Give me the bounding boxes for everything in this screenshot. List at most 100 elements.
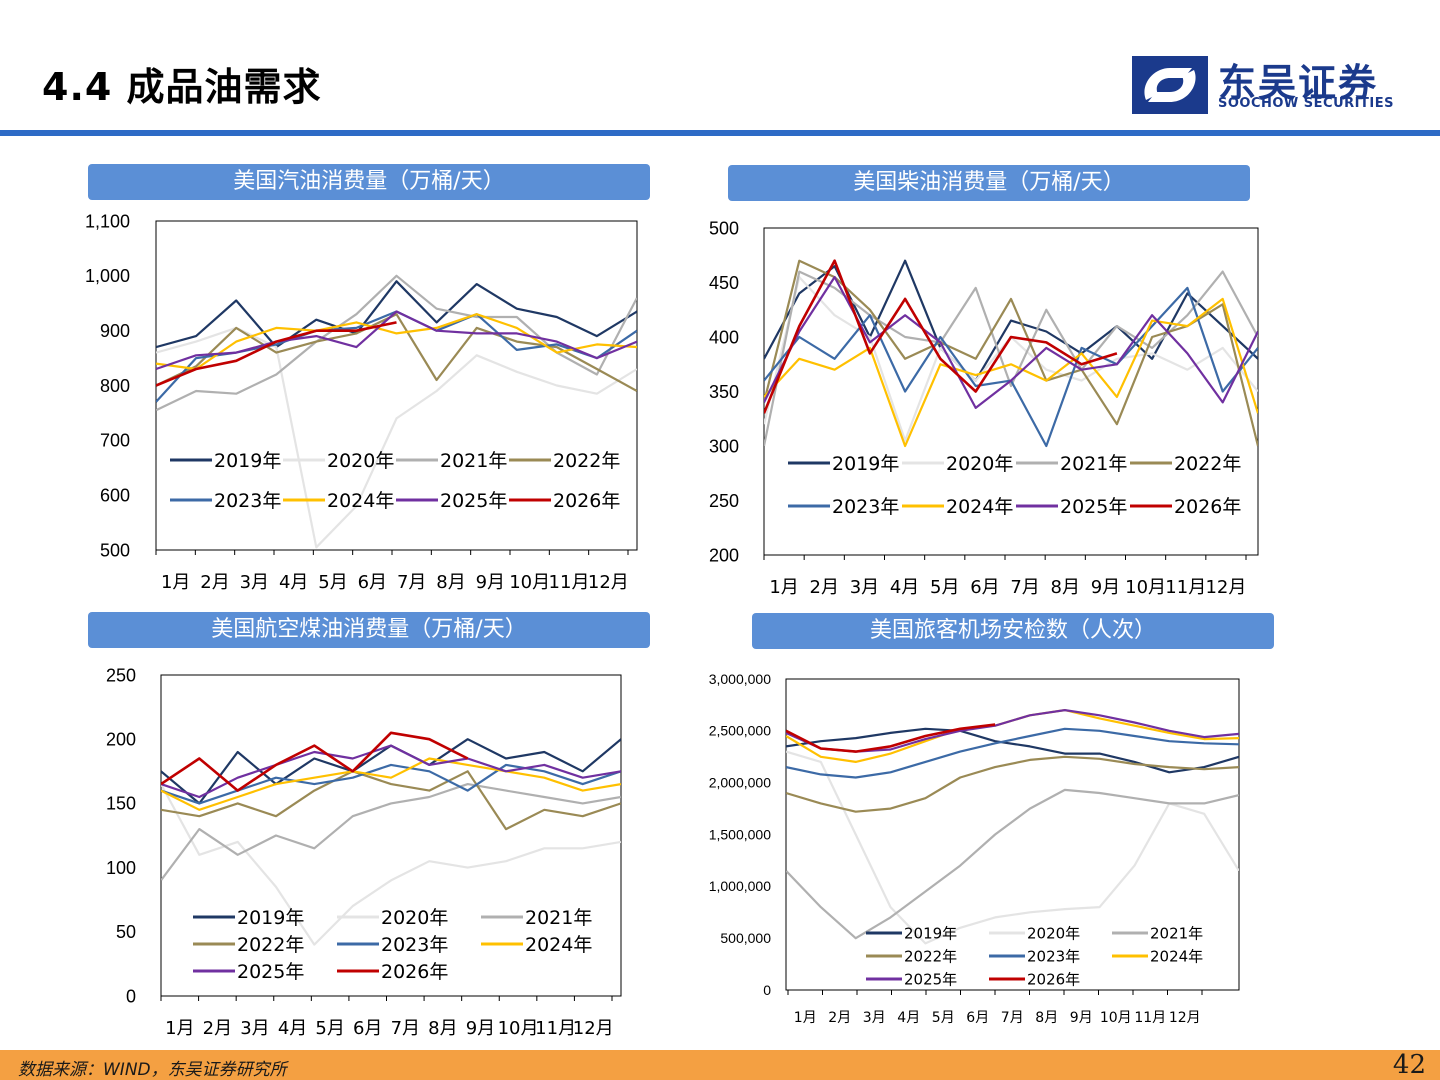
gasoline-x-tick-label: 6月 [358,572,387,593]
jet-fuel-x-tick-label: 6月 [353,1018,382,1039]
diesel-x-tick-label: 1月 [769,577,798,598]
gasoline-legend-label: 2024年 [327,490,394,512]
gasoline-series-2022年 [156,313,637,392]
airport-screening-chart: 3,000,000 2,500,000 2,000,000 1,500,000 1,00… [709,671,1240,1026]
diesel-series-2026年 [764,259,1118,414]
airport-screening-series-2020年 [786,750,1239,945]
jet-fuel-legend-label: 2023年 [381,934,448,956]
gasoline-legend-label: 2021年 [440,450,507,472]
page-title: 4.4 成品油需求 [42,65,322,109]
jet-fuel-x-tick-label: 3月 [240,1018,269,1039]
gasoline-chart-title: 美国汽油消费量（万桶/天） [88,164,650,200]
airport-screening-x-tick-label: 11月 [1134,1010,1166,1026]
jet-fuel-legend-label: 2021年 [525,907,592,929]
jet-fuel-x-tick-label: 4月 [278,1018,307,1039]
jet-fuel-y-tick-label: 250 [106,665,136,685]
gasoline-series-2024年 [156,313,637,371]
jet-fuel-series-2026年 [161,731,469,792]
airport-screening-x-tick-label: 6月 [966,1010,989,1026]
jet-fuel-legend-label: 2019年 [237,907,304,929]
logo-mark-icon [1132,56,1208,114]
diesel-legend-label: 2023年 [832,496,899,518]
jet-fuel-y-tick-label: 0 [126,986,136,1006]
airport-screening-legend-label: 2023年 [1027,947,1080,965]
airport-screening-series-2019年 [786,727,1239,774]
airport-screening-y-tick-label: 500,000 [720,930,771,946]
gasoline-x-tick-label: 2月 [200,572,229,593]
airport-screening-y-tick-label: 2,000,000 [709,775,771,791]
jet-fuel-x-tick-label: 9月 [466,1018,495,1039]
diesel-legend-label: 2020年 [946,453,1013,475]
diesel-y-tick-label: 350 [709,382,739,402]
airport-screening-x-tick-label: 5月 [932,1010,955,1026]
gasoline-legend-label: 2023年 [214,490,281,512]
diesel-y-tick-label: 200 [709,545,739,565]
gasoline-x-tick-label: 8月 [436,572,465,593]
company-logo: 东吴证券 SOOCHOW SECURITIES [1132,56,1404,116]
diesel-x-tick-label: 10月 [1125,577,1166,598]
jet-fuel-y-tick-label: 100 [106,858,136,878]
diesel-legend-label: 2025年 [1060,496,1127,518]
jet-fuel-legend-label: 2020年 [381,907,448,929]
gasoline-series-2025年 [156,310,637,371]
airport-screening-legend-label: 2022年 [904,947,957,965]
diesel-x-tick-label: 12月 [1205,577,1246,598]
diesel-legend-label: 2022年 [1174,453,1241,475]
diesel-y-tick-label: 500 [709,218,739,238]
jet-fuel-series-2022年 [161,770,621,831]
gasoline-x-tick-label: 1月 [161,572,190,593]
airport-screening-y-tick-label: 1,500,000 [709,826,771,842]
gasoline-chart: 1,100 1,000 900 800 700 600 500 1月 2月 3月 4月 5月 6月 7月 8… [85,211,638,593]
airport-screening-chart-title: 美国旅客机场安检数（人次） [752,613,1274,649]
jet-fuel-legend-label: 2022年 [237,934,304,956]
diesel-x-tick-label: 6月 [970,577,999,598]
airport-screening-series-2026年 [786,723,996,753]
diesel-x-tick-label: 9月 [1091,577,1120,598]
gasoline-x-tick-label: 11月 [549,572,590,593]
gasoline-x-tick-label: 7月 [397,572,426,593]
jet-fuel-y-tick-label: 200 [106,730,136,750]
airport-screening-legend-label: 2020年 [1027,924,1080,942]
gasoline-legend-label: 2025年 [440,490,507,512]
data-source-note: 数据来源：WIND，东吴证券研究所 [18,1060,287,1080]
gasoline-legend-label: 2020年 [327,450,394,472]
jet-fuel-series-2024年 [161,757,621,811]
logo-name-cn: 东吴证券 [1218,61,1379,105]
airport-screening-y-tick-label: 2,500,000 [709,723,771,739]
gasoline-series-2019年 [156,280,637,349]
airport-screening-x-tick-label: 9月 [1070,1010,1093,1026]
header-divider [0,130,1440,136]
gasoline-series-2026年 [156,321,397,387]
gasoline-x-tick-label: 3月 [240,572,269,593]
jet-fuel-y-tick-label: 150 [106,794,136,814]
gasoline-y-tick-label: 700 [100,431,130,451]
jet-fuel-y-tick-label: 50 [116,922,136,942]
airport-screening-legend-label: 2019年 [904,924,957,942]
airport-screening-series-2022年 [786,755,1239,813]
gasoline-y-tick-label: 600 [100,485,130,505]
airport-screening-x-tick-label: 10月 [1100,1010,1132,1026]
gasoline-legend-label: 2019年 [214,450,281,472]
diesel-x-tick-label: 11月 [1165,577,1206,598]
gasoline-y-tick-label: 1,100 [85,211,130,231]
gasoline-x-tick-label: 12月 [588,572,629,593]
gasoline-y-tick-label: 800 [100,376,130,396]
diesel-y-tick-label: 250 [709,491,739,511]
jet-fuel-x-tick-label: 12月 [573,1018,614,1039]
jet-fuel-chart-title: 美国航空煤油消费量（万桶/天） [88,612,650,648]
diesel-y-tick-label: 400 [709,327,739,347]
diesel-chart-title: 美国柴油消费量（万桶/天） [728,165,1250,201]
airport-screening-x-tick-label: 2月 [828,1010,851,1026]
jet-fuel-x-tick-label: 2月 [203,1018,232,1039]
diesel-legend-label: 2024年 [946,496,1013,518]
diesel-x-tick-label: 5月 [930,577,959,598]
diesel-x-tick-label: 4月 [890,577,919,598]
jet-fuel-plot-area [160,674,622,997]
page-number: 42 [1392,1050,1426,1080]
gasoline-y-tick-label: 900 [100,321,130,341]
gasoline-legend-label: 2026年 [553,490,620,512]
diesel-series-2024年 [764,297,1258,448]
diesel-x-tick-label: 7月 [1010,577,1039,598]
